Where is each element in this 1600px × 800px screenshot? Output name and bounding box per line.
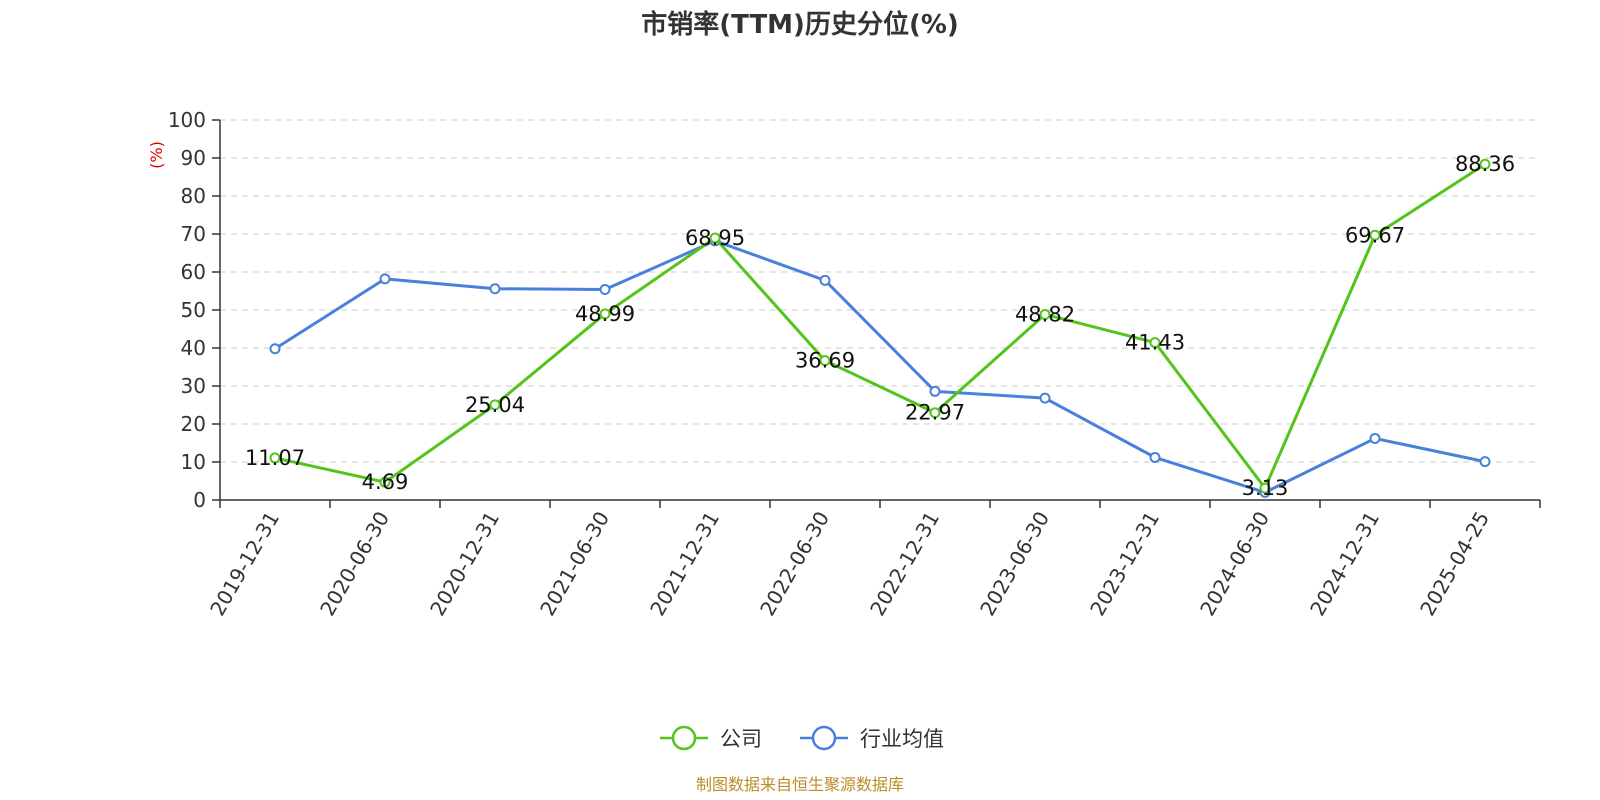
- x-tick-label: 2024-12-31: [1305, 507, 1384, 620]
- data-point[interactable]: [709, 232, 721, 244]
- x-tick-label: 2020-12-31: [425, 507, 504, 620]
- legend-marker-icon: [811, 725, 837, 751]
- y-tick-label: 80: [181, 184, 206, 208]
- y-tick-label: 90: [181, 146, 206, 170]
- data-point[interactable]: [489, 283, 501, 295]
- y-tick-label: 60: [181, 260, 206, 284]
- data-point[interactable]: [269, 452, 281, 464]
- x-tick-label: 2020-06-30: [315, 507, 394, 620]
- y-tick-label: 20: [181, 412, 206, 436]
- y-tick-label: 10: [181, 450, 206, 474]
- data-label: 68.95: [685, 226, 745, 250]
- x-tick-label: 2021-06-30: [535, 507, 614, 620]
- series-line-0: [274, 162, 1486, 490]
- legend-item-0[interactable]: 公司: [660, 725, 762, 751]
- data-point[interactable]: [1149, 337, 1161, 349]
- data-point[interactable]: [819, 274, 831, 286]
- data-point[interactable]: [379, 273, 391, 285]
- series-line-1: [274, 239, 1486, 494]
- x-tick-label: 2024-06-30: [1195, 507, 1274, 620]
- x-tick-label: 2022-12-31: [865, 507, 944, 620]
- data-label: 11.07: [245, 446, 305, 470]
- data-point[interactable]: [929, 407, 941, 419]
- legend-label: 公司: [720, 727, 762, 751]
- series-layer: [269, 158, 1491, 498]
- y-tick-label: 70: [181, 222, 206, 246]
- data-label: 48.82: [1015, 302, 1075, 326]
- y-tick-label: 100: [168, 108, 206, 132]
- legend-item-1[interactable]: 行业均值: [800, 725, 944, 751]
- data-point[interactable]: [489, 399, 501, 411]
- data-label: 3.13: [1242, 476, 1289, 500]
- data-point[interactable]: [1259, 482, 1271, 494]
- x-tick-label: 2022-06-30: [755, 507, 834, 620]
- data-point[interactable]: [819, 355, 831, 367]
- data-labels: 11.07 4.69 25.04 48.99 68.95 36.69 22.97 48.82 4…: [245, 152, 1515, 500]
- data-label: 36.69: [795, 349, 855, 373]
- data-label: 25.04: [465, 393, 525, 417]
- legend[interactable]: 公司 行业均值: [660, 725, 944, 751]
- data-point[interactable]: [1479, 158, 1491, 170]
- grid-lines: [220, 119, 1540, 463]
- data-label: 41.43: [1125, 331, 1185, 355]
- source-note: 制图数据来自恒生聚源数据库: [696, 775, 904, 794]
- x-tick-label: 2021-12-31: [645, 507, 724, 620]
- y-tick-label: 30: [181, 374, 206, 398]
- data-point[interactable]: [269, 343, 281, 355]
- data-point[interactable]: [1149, 451, 1161, 463]
- y-tick-label: 50: [181, 298, 206, 322]
- y-axis-unit-label: (%): [147, 141, 166, 169]
- data-label: 48.99: [575, 302, 635, 326]
- chart-title: 市销率(TTM)历史分位(%): [641, 9, 959, 40]
- y-tick-label: 0: [193, 488, 206, 512]
- data-point[interactable]: [1369, 432, 1381, 444]
- data-point[interactable]: [1039, 392, 1051, 404]
- data-point[interactable]: [929, 385, 941, 397]
- legend-label: 行业均值: [860, 727, 944, 751]
- data-label: 22.97: [905, 401, 965, 425]
- data-point[interactable]: [1369, 229, 1381, 241]
- y-tick-label: 40: [181, 336, 206, 360]
- data-point[interactable]: [379, 476, 391, 488]
- x-tick-label: 2023-06-30: [975, 507, 1054, 620]
- legend-marker-icon: [671, 725, 697, 751]
- data-label: 88.36: [1455, 152, 1515, 176]
- data-point[interactable]: [1479, 456, 1491, 468]
- x-tick-label: 2023-12-31: [1085, 507, 1164, 620]
- data-point[interactable]: [1039, 308, 1051, 320]
- data-point[interactable]: [599, 308, 611, 320]
- x-tick-label: 2019-12-31: [205, 507, 284, 620]
- data-point[interactable]: [599, 283, 611, 295]
- data-label: 69.67: [1345, 223, 1405, 247]
- x-tick-label: 2025-04-25: [1415, 507, 1494, 620]
- data-label: 4.69: [362, 470, 409, 494]
